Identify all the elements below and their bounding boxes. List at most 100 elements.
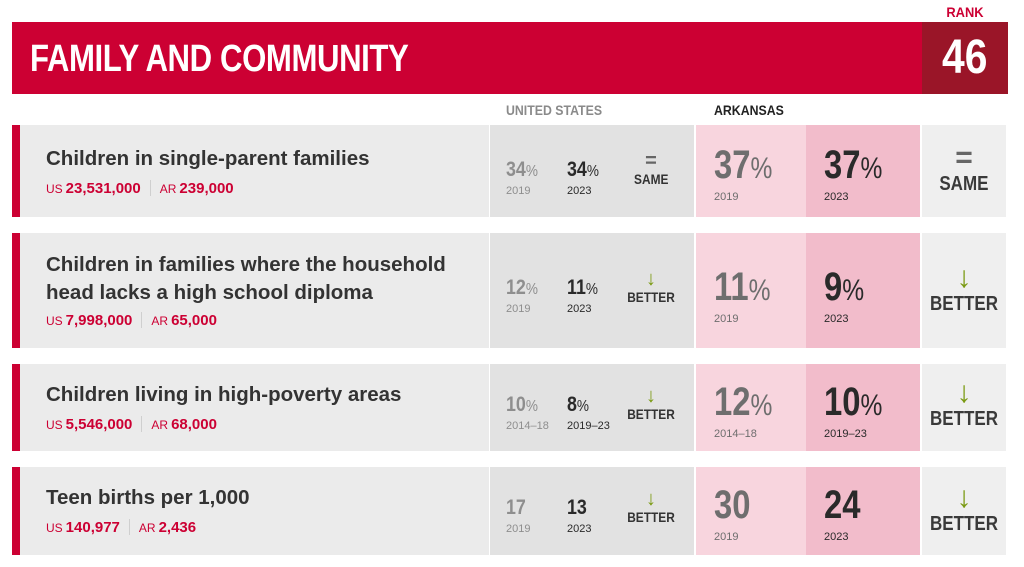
arrow-down-icon: ↓ (956, 481, 972, 514)
ar-old-unit: % (750, 389, 773, 422)
us-values-cell: 17 2019 13 2023 ↓ BETTER (490, 467, 694, 555)
indicator-label-cell: Children in families where the household… (12, 233, 489, 348)
ar-new-unit: % (842, 274, 865, 307)
arrow-down-icon: ↓ (956, 261, 972, 294)
ar-new-year: 2023 (824, 191, 849, 203)
us-new-value: 34% 2023 (567, 159, 605, 198)
arrow-down-icon: ↓ (646, 268, 656, 290)
ar-old-number: 11 (714, 265, 749, 309)
ar-old-number: 12 (714, 380, 751, 424)
ar-count: 68,000 (171, 416, 217, 433)
ar-count-tag: AR (159, 182, 177, 196)
indicator-title: Children in families where the household… (46, 253, 446, 304)
ar-trend-cell: = SAME (922, 125, 1006, 217)
us-new-value: 13 2023 (567, 496, 592, 536)
us-new-year: 2023 (567, 303, 592, 315)
column-header-us: UNITED STATES (506, 102, 603, 118)
indicator-title: Children living in high-poverty areas (46, 383, 402, 406)
us-old-number: 10 (506, 393, 526, 416)
us-values-cell: 34% 2019 34% 2023 = SAME (490, 125, 694, 217)
ar-old-number: 37 (714, 143, 751, 187)
ar-old-unit: % (750, 152, 773, 185)
us-count: 5,546,000 (65, 416, 133, 433)
ar-new-cell: 10% 2019–23 (806, 364, 920, 451)
equals-icon: = (645, 150, 657, 172)
indicator-counts: US 23,531,000 AR 239,000 (46, 180, 234, 197)
divider (141, 312, 143, 328)
ar-trend-label: BETTER (930, 408, 998, 430)
us-new-year: 2019–23 (567, 420, 610, 432)
ar-count: 2,436 (158, 519, 197, 536)
ar-old-cell: 30 2019 (696, 467, 806, 555)
ar-old-year: 2019 (714, 313, 739, 325)
ar-new-number: 9 (824, 265, 843, 309)
us-new-year: 2023 (567, 523, 592, 535)
us-old-year: 2019 (506, 523, 531, 535)
ar-old-cell: 12% 2014–18 (696, 364, 806, 451)
us-count: 23,531,000 (65, 180, 141, 197)
arrow-down-icon: ↓ (956, 376, 972, 409)
indicator-counts: US 140,977 AR 2,436 (46, 519, 196, 536)
us-trend-label: BETTER (627, 406, 675, 422)
column-header-arkansas: ARKANSAS (714, 102, 784, 118)
us-count-tag: US (46, 314, 63, 328)
ar-trend-cell: ↓ BETTER (922, 364, 1006, 451)
us-count: 140,977 (65, 519, 120, 536)
us-old-year: 2019 (506, 185, 531, 197)
us-trend-label: BETTER (627, 509, 675, 525)
ar-count-tag: AR (138, 521, 156, 535)
arrow-down-icon: ↓ (646, 385, 656, 407)
ar-new-unit: % (860, 389, 883, 422)
divider (128, 519, 130, 535)
ar-trend-label: BETTER (930, 513, 998, 535)
ar-new-number: 10 (824, 380, 861, 424)
us-new-value: 11% 2023 (567, 277, 603, 316)
ar-count: 65,000 (171, 312, 217, 329)
us-new-unit: % (576, 398, 590, 415)
us-new-number: 8 (567, 393, 577, 416)
ar-new-cell: 24 2023 (806, 467, 920, 555)
ar-trend-label: BETTER (930, 293, 998, 315)
us-count-tag: US (46, 521, 63, 535)
us-old-number: 34 (506, 158, 526, 181)
ar-new-year: 2023 (824, 313, 849, 325)
indicator-row: Teen births per 1,000 US 140,977 AR 2,436 1… (12, 467, 1008, 555)
us-count-tag: US (46, 182, 63, 196)
ar-old-number: 30 (714, 483, 751, 527)
us-trend-label: BETTER (627, 289, 675, 305)
us-new-year: 2023 (567, 185, 592, 197)
us-old-number: 17 (506, 496, 526, 519)
section-header: FAMILY AND COMMUNITY 46 (12, 22, 1008, 94)
us-old-year: 2014–18 (506, 420, 549, 432)
equals-icon: = (955, 141, 973, 174)
ar-count-tag: AR (151, 418, 169, 432)
ar-old-cell: 11% 2019 (696, 233, 806, 348)
us-old-value: 12% 2019 (506, 277, 544, 316)
us-old-unit: % (525, 163, 538, 180)
ar-trend-label: SAME (939, 173, 989, 195)
us-count: 7,998,000 (65, 312, 133, 329)
us-new-unit: % (585, 281, 598, 298)
us-old-value: 17 2019 (506, 496, 531, 536)
indicator-row: Children in single-parent families US 23,… (12, 125, 1008, 217)
us-new-number: 13 (567, 496, 587, 519)
us-old-value: 10% 2014–18 (506, 393, 549, 433)
us-count-tag: US (46, 418, 63, 432)
us-old-unit: % (525, 281, 538, 298)
ar-old-year: 2019 (714, 191, 739, 203)
divider (141, 416, 143, 432)
us-new-unit: % (586, 163, 599, 180)
rank-label: RANK (946, 4, 984, 20)
ar-old-unit: % (748, 274, 771, 307)
ar-new-cell: 37% 2023 (806, 125, 920, 217)
us-trend: ↓ BETTER (621, 386, 681, 424)
ar-trend-cell: ↓ BETTER (922, 467, 1006, 555)
indicator-row: Children living in high-poverty areas US… (12, 364, 1008, 451)
ar-new-number: 37 (824, 143, 861, 187)
ar-new-number: 24 (824, 483, 861, 527)
ar-count-tag: AR (151, 314, 169, 328)
ar-trend-cell: ↓ BETTER (922, 233, 1006, 348)
us-trend-label: SAME (633, 171, 669, 187)
indicator-counts: US 7,998,000 AR 65,000 (46, 312, 217, 329)
arrow-down-icon: ↓ (646, 488, 656, 510)
